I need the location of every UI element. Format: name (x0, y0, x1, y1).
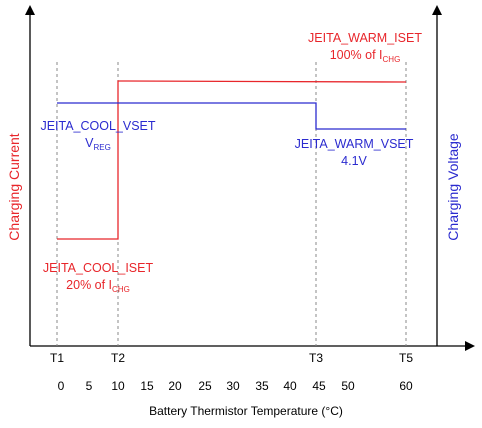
warm-iset-label: JEITA_WARM_ISET (308, 31, 422, 45)
warm-iset-value: 100% of ICHG (330, 48, 401, 64)
temp-tick-40: 40 (283, 379, 297, 393)
temp-tick-30: 30 (226, 379, 240, 393)
temp-tick-15: 15 (140, 379, 154, 393)
warm-vset-value: 4.1V (341, 154, 367, 168)
temp-tick-5: 5 (86, 379, 93, 393)
cool-iset-label: JEITA_COOL_ISET (43, 261, 154, 275)
temp-tick-35: 35 (255, 379, 269, 393)
threshold-label-t1: T1 (50, 351, 64, 365)
temp-tick-10: 10 (111, 379, 125, 393)
temp-tick-25: 25 (198, 379, 212, 393)
right-axis-title: Charging Voltage (445, 133, 461, 241)
cool-vset-label: JEITA_COOL_VSET (40, 119, 155, 133)
charging-current-line (57, 80, 407, 240)
cool-iset-value: 20% of ICHG (66, 278, 130, 294)
threshold-label-t3: T3 (309, 351, 323, 365)
cool-vset-value: VREG (85, 136, 111, 152)
x-axis-title: Battery Thermistor Temperature (°C) (149, 404, 343, 418)
temp-tick-50: 50 (341, 379, 355, 393)
warm-vset-label: JEITA_WARM_VSET (295, 137, 414, 151)
threshold-label-t5: T5 (399, 351, 413, 365)
temp-tick-45: 45 (312, 379, 326, 393)
threshold-label-t2: T2 (111, 351, 125, 365)
temp-tick-20: 20 (168, 379, 182, 393)
left-axis-title: Charging Current (6, 133, 22, 240)
temp-tick-60: 60 (399, 379, 413, 393)
temp-tick-0: 0 (58, 379, 65, 393)
charging-voltage-line (57, 102, 406, 130)
